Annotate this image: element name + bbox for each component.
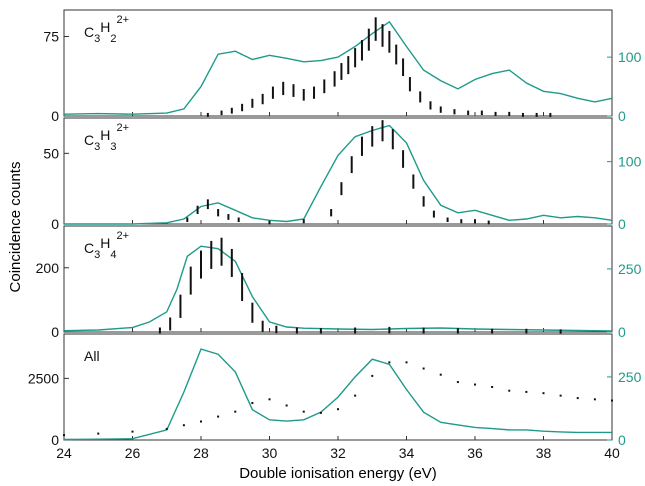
data-point (371, 374, 374, 377)
panel-4: 0 2500 0 250 All (28, 333, 642, 448)
left-tick-label: 2500 (28, 370, 59, 386)
left-tick-label: 200 (36, 260, 60, 276)
data-point (354, 394, 357, 397)
data-point (593, 398, 596, 401)
panel-frame (63, 9, 613, 117)
data-point (234, 410, 237, 413)
right-tick-label: 0 (618, 108, 626, 124)
panel-label: C3H42+ (84, 230, 129, 261)
data-point (405, 361, 408, 364)
left-tick-label: 50 (43, 145, 59, 161)
x-tick-label: 30 (262, 445, 278, 461)
panel-frame (63, 117, 613, 225)
right-tick-label: 0 (618, 216, 626, 232)
panel-label: All (84, 348, 100, 364)
data-point (388, 361, 391, 364)
right-tick-label: 100 (618, 49, 642, 65)
x-tick-label: 32 (330, 445, 346, 461)
x-tick-label: 34 (399, 445, 415, 461)
left-tick-label: 0 (51, 432, 59, 448)
data-point (63, 434, 65, 437)
data-point (491, 386, 494, 388)
simulation-curve (63, 245, 613, 332)
x-tick-label: 36 (467, 445, 483, 461)
panel-label: C3H32+ (84, 122, 129, 153)
panel-frame (63, 225, 613, 333)
data-point (576, 397, 579, 400)
data-point (268, 398, 271, 401)
data-point (337, 408, 339, 411)
panel-frame (63, 333, 613, 441)
data-point (508, 389, 511, 392)
x-tick-label: 38 (536, 445, 552, 461)
left-tick-label: 75 (43, 29, 59, 45)
data-point (217, 415, 220, 418)
data-point (285, 404, 288, 407)
data-point (302, 410, 305, 413)
right-tick-label: 250 (618, 261, 642, 277)
right-tick-label: 100 (618, 154, 642, 170)
x-tick-label: 28 (193, 445, 209, 461)
simulation-curve (63, 348, 612, 441)
data-point (439, 373, 442, 376)
data-point (474, 383, 476, 386)
left-tick-label: 0 (51, 216, 59, 232)
x-tick-label: 24 (56, 445, 72, 461)
panel-label: C3H22+ (84, 14, 129, 45)
data-point (422, 367, 425, 370)
data-point (165, 427, 168, 430)
right-tick-label: 0 (618, 324, 626, 340)
panels: 0 75 0 100 C3H22+ 0 50 0 100 C3H32+ 0 200 0 250 C3H42+… (28, 9, 642, 461)
data-point (182, 424, 185, 427)
panel-1: 0 75 0 100 C3H22+ (43, 9, 642, 124)
right-tick-label: 0 (618, 432, 626, 448)
data-point (251, 402, 254, 405)
data-point (131, 430, 134, 433)
panel-3: 0 200 0 250 C3H42+ (36, 225, 642, 340)
data-point (559, 394, 562, 397)
data-point (542, 392, 545, 395)
simulation-curve (63, 20, 613, 115)
right-tick-label: 250 (618, 369, 642, 385)
left-tick-label: 0 (51, 324, 59, 340)
x-axis-title: Double ionisation energy (eV) (239, 465, 437, 482)
data-point (97, 432, 100, 435)
data-point (525, 390, 528, 393)
simulation-curve (64, 124, 613, 225)
x-tick-label: 40 (604, 445, 620, 461)
y-axis-title: Coincidence counts (7, 162, 24, 293)
data-point (200, 420, 202, 423)
data-point (456, 381, 459, 384)
panel-2: 0 50 0 100 C3H32+ (43, 117, 642, 232)
data-point (611, 399, 613, 402)
x-tick-label: 26 (125, 445, 141, 461)
left-tick-label: 0 (51, 108, 59, 124)
data-point (319, 411, 322, 414)
